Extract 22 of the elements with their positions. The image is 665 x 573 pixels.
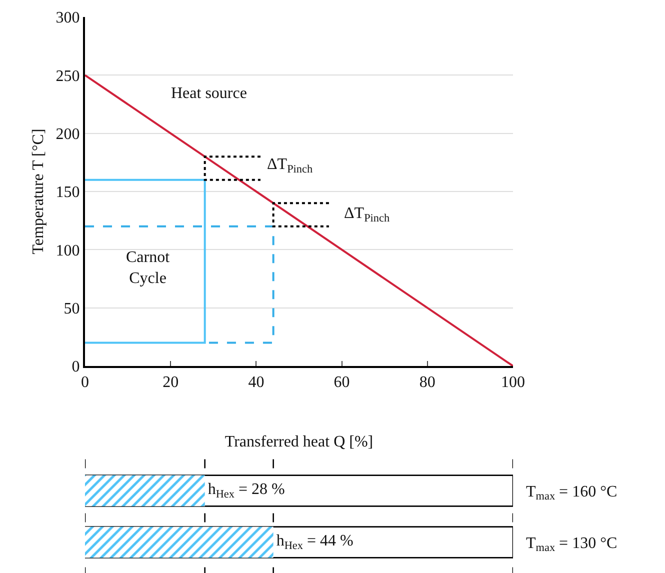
x-axis-title: Transferred heat Q [%] [224,433,374,450]
y-tick-label: T$_{max}$ = 160 °C [526,483,618,503]
x-tick-label: 80 [419,374,436,392]
y-tick-label: 100 [56,242,80,260]
x-tick-label: 40 [248,374,264,392]
y-tick-label: 150 [56,184,80,202]
y-tick-label: 200 [56,126,80,143]
data-label: h$_{Hex}$ = 44 % [276,532,354,552]
y-axis-title: Temperature T [°C] [30,128,48,254]
data-label: h$_{Hex}$ = 28 % [208,481,285,500]
annotation: ΔT$_{Pinch}$ [344,205,390,224]
y-tick-label: 0 [72,358,80,376]
y-tick-label: 50 [64,300,80,318]
annotation: Heat source [171,85,247,102]
x-tick-label: 20 [162,374,179,392]
y-tick-label: 250 [56,68,80,85]
x-tick-label: 60 [334,374,350,392]
y-tick-label: T$_{max}$ = 130 °C [526,534,618,554]
x-tick-label: 100 [501,374,525,392]
annotation: ΔT$_{Pinch}$ [267,156,313,176]
annotation: Carnot Cycle [126,249,170,287]
y-tick-label: 300 [56,10,80,27]
